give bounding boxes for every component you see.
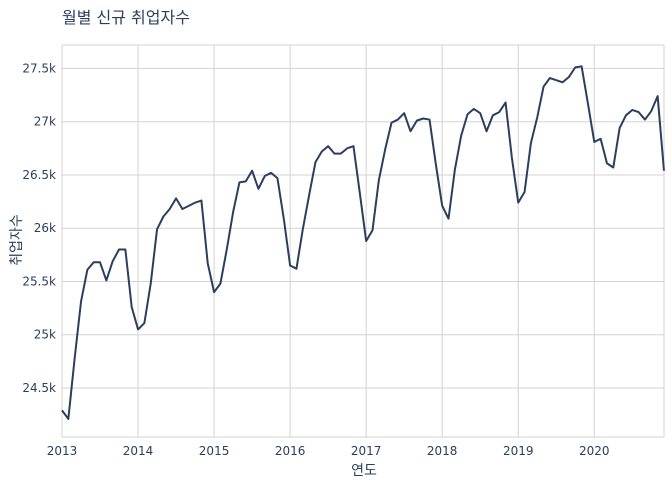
y-axis-ticks: 24.5k 25k 25.5k 26k 26.5k 27k 27.5k bbox=[22, 61, 56, 395]
x-tick-label: 2017 bbox=[351, 444, 382, 458]
grid-lines bbox=[61, 44, 665, 438]
x-tick-label: 2020 bbox=[579, 444, 610, 458]
x-tick-label: 2013 bbox=[47, 444, 78, 458]
series-line bbox=[61, 65, 665, 420]
y-axis-title: 취업자수 bbox=[9, 214, 25, 266]
y-tick-label: 24.5k bbox=[22, 381, 56, 395]
x-axis-title: 연도 bbox=[351, 463, 377, 479]
y-tick-label: 25.5k bbox=[22, 274, 56, 288]
x-tick-label: 2015 bbox=[199, 444, 230, 458]
y-tick-label: 26k bbox=[34, 221, 56, 235]
y-tick-label: 26.5k bbox=[22, 168, 56, 182]
y-tick-label: 27k bbox=[34, 115, 56, 129]
x-tick-label: 2014 bbox=[123, 444, 154, 458]
x-axis-ticks: 2013 2014 2015 2016 2017 2018 2019 2020 bbox=[47, 444, 610, 458]
x-tick-label: 2018 bbox=[427, 444, 458, 458]
chart-title: 월별 신규 취업자수 bbox=[62, 8, 190, 27]
series-layer bbox=[61, 65, 665, 420]
y-tick-label: 27.5k bbox=[22, 61, 56, 75]
y-tick-label: 25k bbox=[34, 328, 56, 342]
x-tick-label: 2016 bbox=[275, 444, 306, 458]
x-tick-label: 2019 bbox=[503, 444, 534, 458]
